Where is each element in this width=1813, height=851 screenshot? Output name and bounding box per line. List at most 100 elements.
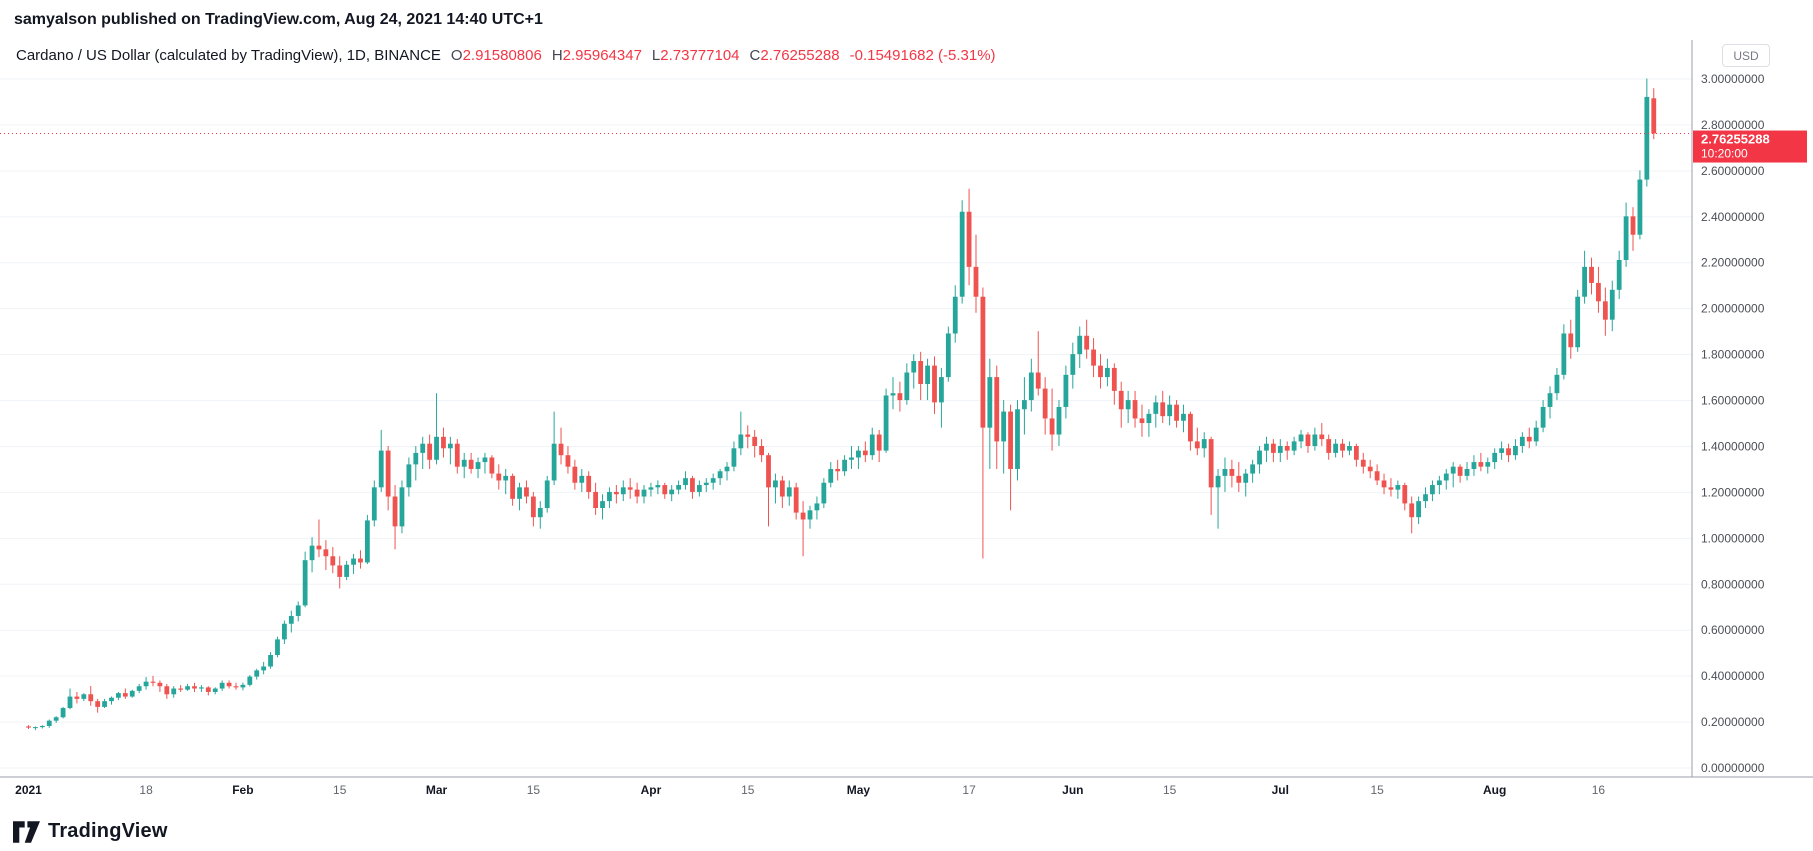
candle-body	[240, 684, 246, 688]
candle-body	[579, 475, 585, 483]
candle-body	[1644, 96, 1650, 180]
attribution-text: samyalson published on TradingView.com, …	[14, 11, 543, 28]
candle-body	[302, 560, 308, 606]
candle-body	[807, 510, 813, 520]
candle-body	[607, 491, 612, 502]
candle-body	[690, 478, 695, 492]
candle-body	[434, 436, 439, 460]
candle-body	[904, 372, 910, 401]
candle-body	[593, 491, 599, 509]
candle-body	[1568, 333, 1574, 348]
candle-body	[1471, 462, 1477, 469]
candle-body	[233, 686, 239, 688]
candle-body	[330, 556, 336, 566]
candle-body	[102, 701, 107, 707]
candle-body	[164, 686, 170, 695]
time-tick-label: 15	[741, 783, 755, 797]
candle-body	[973, 266, 979, 297]
candle-body	[358, 558, 363, 563]
candle-body	[1056, 406, 1062, 435]
tradingview-logo-icon[interactable]	[13, 820, 40, 843]
candle-body	[883, 395, 889, 451]
candle-body	[1464, 468, 1470, 476]
candle-body	[890, 393, 896, 396]
candle-body	[212, 688, 218, 692]
candle-body	[662, 485, 668, 495]
candle-body	[1236, 475, 1242, 483]
candle-body	[696, 485, 702, 492]
candle-body	[171, 688, 177, 695]
candle-body	[1353, 446, 1359, 460]
candle-body	[1008, 411, 1013, 469]
candle-body	[1526, 436, 1532, 442]
candle-body	[344, 564, 350, 577]
candle-body	[1499, 448, 1505, 453]
candle-body	[95, 701, 101, 707]
candle-body	[738, 434, 744, 449]
candle-body	[309, 545, 315, 561]
candle-body	[122, 693, 128, 697]
last-price-badge[interactable]	[1693, 130, 1807, 163]
candle-body	[613, 491, 619, 495]
candle-body	[288, 615, 294, 624]
candle-body	[192, 686, 197, 689]
candlestick-chart: 3.00000000 2.80000000 2.60000000 2.40000000…	[0, 40, 1813, 812]
candle-body	[60, 708, 66, 718]
candle-body	[980, 296, 986, 428]
candle-body	[1430, 485, 1435, 495]
time-tick-label: Jun	[1062, 783, 1083, 797]
candle-body	[1049, 418, 1055, 435]
candle-body	[814, 503, 820, 511]
chart-pan-area[interactable]	[0, 40, 1692, 777]
candle-body	[1575, 296, 1581, 348]
candle-body	[219, 682, 225, 689]
candle-body	[1519, 436, 1525, 447]
candle-body	[1637, 179, 1643, 235]
candle-body	[503, 475, 509, 481]
candle-body	[655, 485, 661, 488]
candle-body	[821, 482, 827, 504]
candle-body	[565, 455, 571, 467]
candle-body	[1367, 466, 1373, 472]
candle-body	[482, 457, 488, 463]
candle-body	[1596, 282, 1601, 302]
candle-body	[1609, 289, 1615, 320]
price-axis-area[interactable]	[1692, 40, 1813, 777]
candle-body	[1264, 443, 1269, 451]
price-tick-label: 2.40000000	[1701, 210, 1765, 224]
candle-body	[364, 520, 370, 563]
time-tick-label: 15	[1370, 783, 1384, 797]
candle-body	[925, 365, 930, 384]
candle-body	[530, 496, 536, 518]
time-axis-area[interactable]	[0, 777, 1813, 812]
candle-body	[856, 450, 861, 458]
candle-body	[1229, 468, 1235, 476]
candle-body	[109, 697, 114, 702]
candle-body	[199, 687, 204, 689]
candle-body	[1547, 393, 1553, 407]
candle-body	[1443, 473, 1449, 481]
currency-button[interactable]: USD	[1722, 44, 1770, 67]
candle-body	[413, 452, 419, 465]
candle-body	[1222, 468, 1228, 476]
candle-body	[136, 686, 142, 691]
candle-body	[1492, 452, 1498, 463]
time-tick-label: 15	[1163, 783, 1177, 797]
candle-body	[247, 676, 253, 685]
candle-body	[1146, 413, 1152, 424]
candle-body	[26, 726, 31, 728]
tradingview-wordmark[interactable]: TradingView	[48, 820, 168, 842]
candle-body	[468, 459, 474, 469]
candle-body	[1063, 374, 1069, 407]
chart-container: 3.00000000 2.80000000 2.60000000 2.40000000…	[0, 40, 1813, 812]
candle-body	[842, 459, 847, 472]
candle-body	[849, 457, 854, 460]
candle-body	[1070, 354, 1076, 375]
candle-body	[489, 457, 495, 474]
candle-body	[157, 682, 163, 687]
candle-body	[1326, 439, 1332, 453]
candle-body	[1194, 441, 1200, 449]
candle-body	[939, 377, 944, 403]
candle-body	[710, 478, 716, 483]
time-tick-label: Apr	[641, 783, 662, 797]
